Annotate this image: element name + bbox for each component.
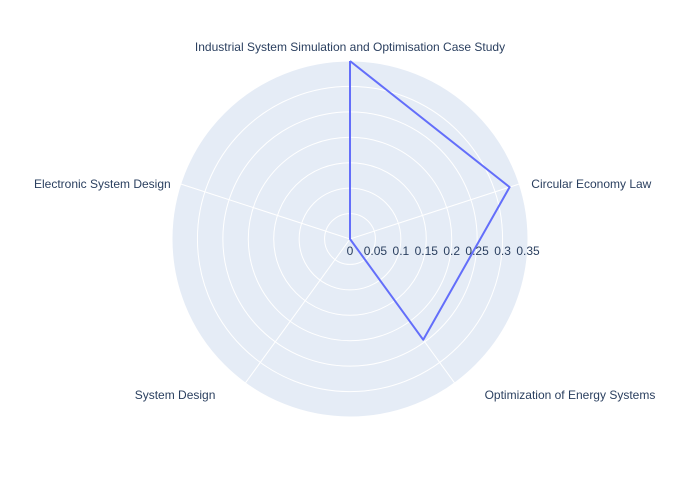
radial-tick-label: 0.35: [516, 244, 540, 258]
category-label: Optimization of Energy Systems: [485, 388, 656, 402]
radial-tick-label: 0.25: [465, 244, 489, 258]
radial-tick-label: 0.15: [415, 244, 439, 258]
category-label: Industrial System Simulation and Optimis…: [195, 40, 505, 54]
category-label: Circular Economy Law: [531, 177, 651, 191]
radial-tick-label: 0: [347, 244, 354, 258]
radial-tick-label: 0.1: [393, 244, 410, 258]
data-series-line: [349, 60, 511, 341]
grid-spoke: [180, 183, 351, 240]
radial-tick-label: 0.2: [443, 244, 460, 258]
radial-tick-label: 0.3: [494, 244, 511, 258]
category-label: System Design: [135, 388, 216, 402]
grid-spoke: [349, 183, 520, 240]
radial-tick-label: 0.05: [364, 244, 388, 258]
grid-spoke: [244, 238, 351, 384]
category-label: Electronic System Design: [34, 177, 171, 191]
